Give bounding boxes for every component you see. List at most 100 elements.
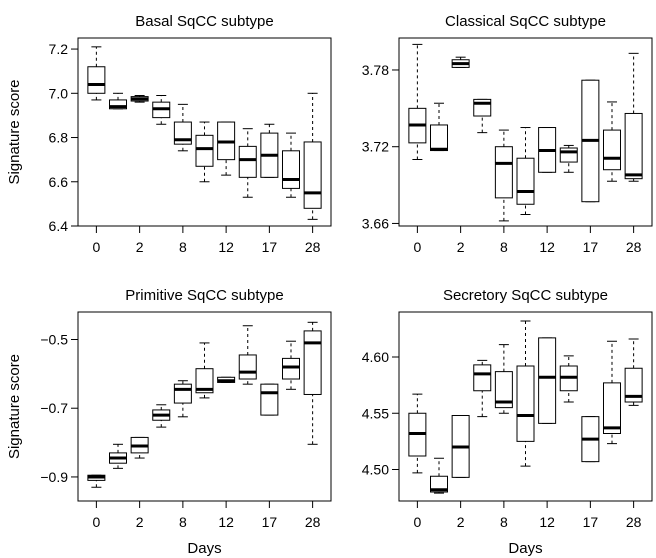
x-tick-label: 8: [179, 239, 187, 255]
panel-title: Secretory SqCC subtype: [443, 287, 608, 304]
box-day-21: [281, 132, 300, 198]
x-tick-label: 17: [583, 239, 599, 255]
box-day-28: [303, 321, 322, 445]
iqr-box: [624, 367, 643, 403]
box-day-0: [408, 43, 427, 160]
box-day-28: [624, 52, 643, 182]
iqr-box: [538, 337, 557, 424]
x-tick-label: 28: [626, 239, 642, 255]
plot-frame: [398, 37, 653, 227]
x-tick-label: 28: [305, 239, 321, 255]
iqr-box: [559, 147, 578, 163]
box-day-4: [473, 359, 492, 418]
box-day-21: [281, 340, 300, 390]
iqr-box: [260, 383, 279, 416]
iqr-box: [602, 129, 621, 171]
iqr-box: [173, 383, 192, 404]
iqr-box: [281, 357, 300, 380]
x-tick-label: 8: [500, 514, 508, 530]
y-tick-label: 7.2: [49, 41, 69, 57]
x-tick-label: 28: [626, 514, 642, 530]
iqr-box: [624, 112, 643, 180]
y-tick-label: 4.55: [362, 405, 389, 421]
x-axis-label: Days: [508, 540, 542, 557]
box-day-12: [538, 337, 557, 424]
box-day-14: [559, 144, 578, 173]
box-day-14: [559, 355, 578, 403]
y-tick-label: 3.78: [362, 62, 389, 78]
panel-title: Basal SqCC subtype: [135, 13, 273, 30]
x-tick-label: 12: [218, 514, 234, 530]
x-tick-label: 17: [262, 239, 278, 255]
primitive-subtype-panel: Primitive SqCC subtype−0.9−0.7−0.50 2 8 12 1…: [6, 287, 332, 557]
iqr-box: [238, 354, 257, 380]
box-day-1: [430, 457, 449, 494]
plot-frame: [77, 311, 332, 502]
box-day-10: [516, 127, 535, 215]
iqr-box: [87, 66, 106, 94]
box-day-12: [217, 121, 236, 176]
box-day-0: [87, 474, 106, 488]
iqr-box: [516, 365, 535, 442]
y-tick-label: −0.7: [40, 400, 68, 416]
y-tick-label: −0.9: [40, 469, 68, 485]
x-tick-label: 2: [457, 239, 465, 255]
box-day-4: [473, 98, 492, 134]
x-tick-label: 0: [413, 514, 421, 530]
x-axis-label: Days: [187, 540, 221, 557]
box-day-8: [494, 129, 513, 222]
plot-frame: [398, 311, 653, 502]
box-day-2: [130, 95, 149, 103]
iqr-box: [303, 330, 322, 395]
iqr-box: [494, 146, 513, 199]
box-day-1: [109, 92, 128, 110]
x-tick-label: 0: [92, 514, 100, 530]
box-day-17: [581, 416, 600, 463]
box-day-2: [451, 415, 470, 478]
iqr-box: [303, 141, 322, 209]
iqr-box: [281, 150, 300, 189]
box-day-28: [303, 92, 322, 220]
x-tick-label: 2: [136, 239, 144, 255]
x-tick-label: 17: [583, 514, 599, 530]
iqr-box: [602, 382, 621, 434]
y-tick-label: 3.72: [362, 139, 389, 155]
y-tick-label: 6.6: [49, 174, 69, 190]
y-tick-label: 7.0: [49, 85, 69, 101]
box-day-4: [152, 404, 171, 428]
box-day-1: [109, 443, 128, 469]
panel-title: Classical SqCC subtype: [445, 13, 606, 30]
box-day-10: [516, 320, 535, 467]
x-tick-label: 28: [305, 514, 321, 530]
box-day-12: [217, 376, 236, 383]
box-day-0: [87, 46, 106, 101]
panel-title: Primitive SqCC subtype: [125, 287, 283, 304]
x-tick-label: 12: [539, 239, 555, 255]
box-day-12: [538, 127, 557, 173]
y-tick-label: 4.50: [362, 462, 389, 478]
box-day-17: [260, 383, 279, 416]
box-day-8: [494, 344, 513, 414]
iqr-box: [195, 368, 214, 394]
box-day-14: [238, 128, 257, 198]
box-day-2: [451, 56, 470, 68]
box-day-21: [602, 101, 621, 182]
iqr-box: [238, 145, 257, 178]
plot-frame: [77, 37, 332, 227]
y-tick-label: 6.8: [49, 130, 69, 146]
y-tick-label: 4.60: [362, 349, 389, 365]
box-day-28: [624, 338, 643, 406]
y-tick-label: 6.4: [49, 218, 69, 234]
iqr-box: [494, 371, 513, 409]
y-tick-label: 3.66: [362, 215, 389, 231]
box-day-4: [152, 95, 171, 125]
x-tick-label: 0: [92, 239, 100, 255]
iqr-box: [516, 157, 535, 205]
box-day-0: [408, 393, 427, 474]
box-day-2: [130, 436, 149, 459]
box-day-8: [173, 103, 192, 152]
x-tick-label: 2: [457, 514, 465, 530]
